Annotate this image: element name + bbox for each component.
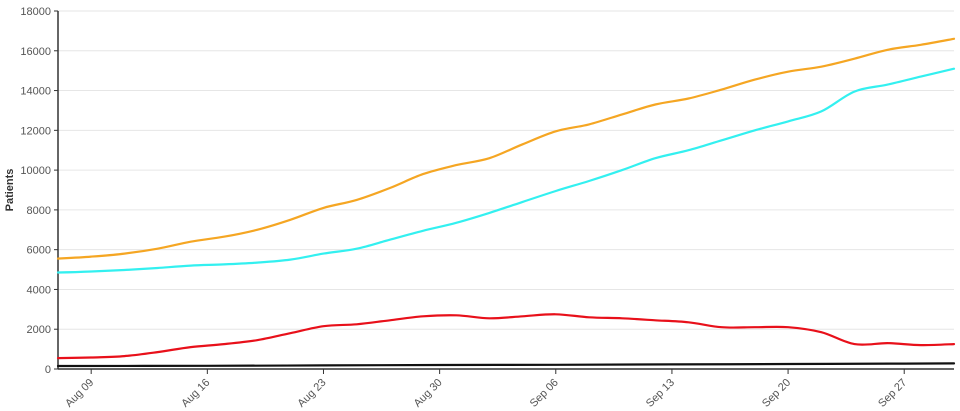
y-tick-label: 2000 — [27, 324, 51, 336]
y-tick-label: 16000 — [20, 46, 51, 58]
series-line-3 — [56, 313, 956, 360]
x-axis: Aug 09 Aug 16 Aug 23 Aug 30 Sep 06 Sep 13 Sep … — [58, 368, 954, 410]
y-axis: 0 2000 4000 6000 8000 10000 12000 14000 16000 180… — [20, 6, 59, 376]
y-tick-label: 0 — [45, 364, 51, 376]
y-tick-label: 10000 — [20, 165, 51, 177]
x-tick-label: Sep 13 — [644, 377, 677, 410]
series-line-4 — [56, 362, 956, 368]
x-tick-label: Sep 06 — [528, 377, 561, 410]
y-tick-label: 6000 — [27, 245, 51, 257]
x-tick-label: Sep 27 — [876, 377, 909, 410]
series-line-2 — [56, 67, 956, 274]
x-tick-label: Sep 20 — [760, 377, 793, 410]
y-tick-label: 4000 — [27, 284, 51, 296]
x-tick-label: Aug 16 — [179, 377, 212, 410]
gridlines — [58, 10, 954, 370]
y-tick-label: 12000 — [20, 125, 51, 137]
y-tick-label: 14000 — [20, 86, 51, 98]
x-tick-label: Aug 23 — [295, 377, 328, 410]
series-group — [56, 37, 956, 368]
series-line-1 — [56, 37, 956, 260]
x-tick-label: Aug 09 — [63, 377, 96, 410]
y-axis-title: Patients — [4, 169, 16, 212]
y-tick-label: 8000 — [27, 205, 51, 217]
y-tick-label: 18000 — [20, 6, 51, 18]
x-tick-label: Aug 30 — [412, 377, 445, 410]
